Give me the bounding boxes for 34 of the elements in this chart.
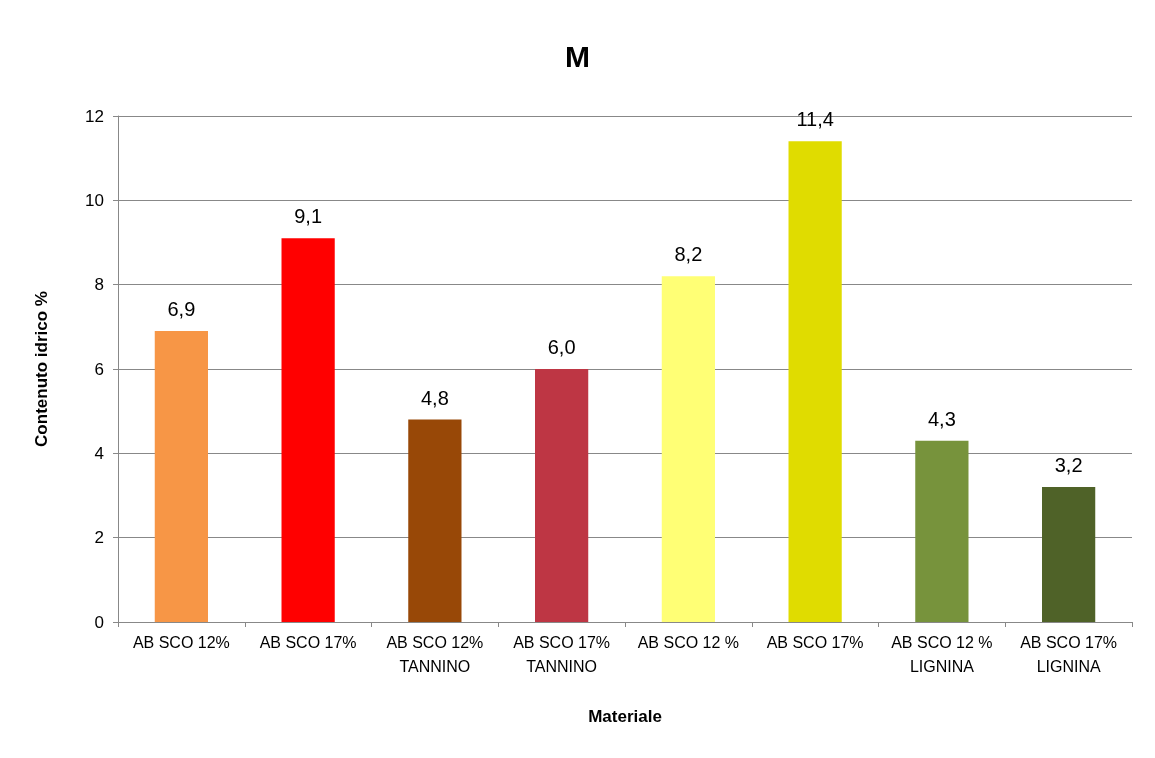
bar bbox=[281, 238, 335, 622]
chart-title: M bbox=[565, 39, 590, 73]
y-axis-title: Contenuto idrico % bbox=[32, 291, 51, 447]
x-tick-label: AB SCO 17% TANNINO bbox=[513, 633, 611, 675]
bar bbox=[661, 276, 715, 622]
bar bbox=[408, 419, 462, 622]
bar bbox=[788, 141, 842, 622]
x-tick-label: AB SCO 17% bbox=[766, 633, 864, 651]
y-tick-label: 0 bbox=[94, 612, 104, 632]
x-tick-label: AB SCO 12 % LIGNINA bbox=[891, 633, 993, 675]
data-label: 6,9 bbox=[167, 298, 196, 321]
y-tick-label: 8 bbox=[94, 275, 104, 295]
data-label: 3,2 bbox=[1054, 454, 1083, 477]
data-label: 8,2 bbox=[674, 243, 703, 266]
data-label: 9,1 bbox=[294, 205, 323, 228]
data-label: 4,3 bbox=[927, 407, 956, 430]
x-tick-label: AB SCO 17% LIGNINA bbox=[1020, 633, 1118, 675]
x-tick-label: AB SCO 17% bbox=[259, 633, 357, 651]
x-tick-label: AB SCO 12 % bbox=[637, 633, 740, 651]
y-tick-label: 4 bbox=[94, 443, 104, 463]
y-tick-label: 6 bbox=[94, 359, 104, 379]
data-label: 4,8 bbox=[420, 386, 449, 409]
y-tick-label: 2 bbox=[94, 528, 104, 548]
x-tick-label: AB SCO 12% TANNINO bbox=[386, 633, 484, 675]
bar bbox=[535, 369, 589, 622]
data-label: 11,4 bbox=[796, 108, 834, 131]
bar bbox=[1042, 487, 1096, 622]
y-tick-label: 10 bbox=[85, 190, 104, 210]
bar bbox=[154, 331, 208, 622]
x-tick-label: AB SCO 12% bbox=[132, 633, 230, 651]
x-axis-title: Materiale bbox=[588, 707, 662, 726]
data-label: 6,0 bbox=[547, 336, 576, 358]
bar bbox=[915, 440, 969, 622]
y-tick-label: 12 bbox=[85, 106, 104, 126]
